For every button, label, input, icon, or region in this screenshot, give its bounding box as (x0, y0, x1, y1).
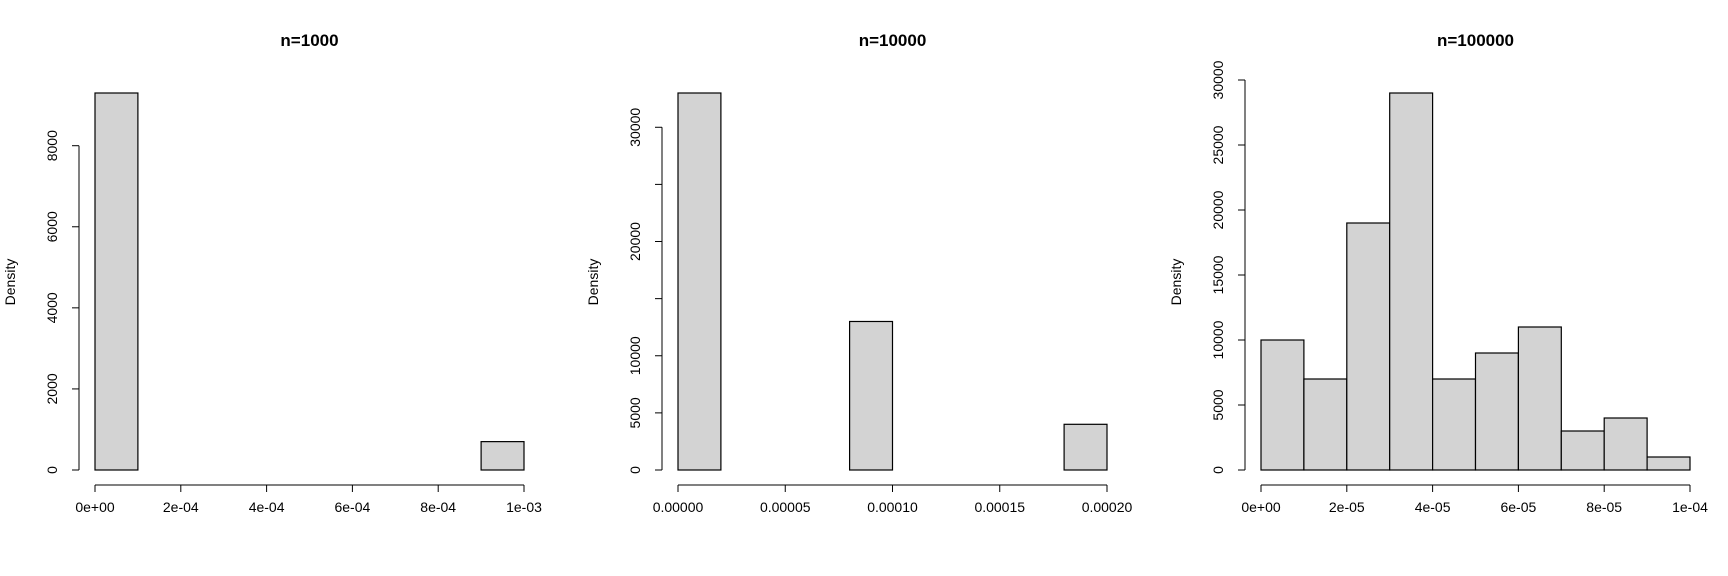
histogram-bar (1646, 456, 1691, 471)
y-axis: 0 5000 10000 15000 20000 25000 30000 (1210, 60, 1246, 474)
x-tick-label: 1e-03 (506, 499, 542, 515)
x-tick-label: 2e-04 (163, 499, 199, 515)
y-tick-label: 0 (44, 466, 60, 474)
y-tick-label: 8000 (44, 130, 60, 161)
y-tick-label: 10000 (627, 336, 643, 375)
x-tick-label: 0e+00 (1241, 499, 1281, 515)
histogram-bar (1389, 92, 1434, 471)
histogram-bar (1517, 326, 1562, 471)
y-tick-label: 25000 (1210, 125, 1226, 164)
y-tick-label: 5000 (627, 397, 643, 428)
y-tick-label: 30000 (1210, 60, 1226, 99)
x-tick-label: 2e-05 (1329, 499, 1365, 515)
bars (1260, 92, 1691, 471)
y-tick-label: 0 (627, 466, 643, 474)
histogram-bar (480, 441, 525, 471)
y-tick-label: 5000 (1210, 389, 1226, 420)
panel-n10000: n=10000 Density 0.00000 0.00005 0.00010 0.0… (585, 31, 1133, 515)
histogram-bar (1063, 423, 1108, 471)
y-tick-label: 15000 (1210, 255, 1226, 294)
x-tick-label: 8e-04 (420, 499, 456, 515)
y-tick-label: 20000 (1210, 190, 1226, 229)
x-tick-label: 0.00000 (653, 499, 704, 515)
x-tick-label: 4e-04 (249, 499, 285, 515)
y-tick-label: 10000 (1210, 320, 1226, 359)
x-tick-label: 1e-04 (1672, 499, 1708, 515)
y-axis: 0 2000 4000 6000 8000 (44, 130, 80, 474)
histogram-bar (1474, 352, 1520, 471)
y-tick-label: 30000 (627, 108, 643, 147)
histogram-bar (1431, 378, 1477, 471)
histogram-bar (848, 320, 894, 471)
x-tick-label: 0.00020 (1082, 499, 1133, 515)
panel-title: n=100000 (1437, 31, 1514, 50)
histogram-bar (1260, 339, 1305, 471)
x-tick-label: 0.00015 (974, 499, 1025, 515)
y-axis-label: Density (2, 259, 18, 306)
histogram-bar (1303, 378, 1348, 471)
y-axis-label: Density (1168, 259, 1184, 306)
panel-title: n=10000 (859, 31, 927, 50)
panel-n1000: n=1000 Density 0e+00 2e-04 4e-04 6e-04 8e-04… (2, 31, 542, 515)
y-axis: 0 5000 10000 20000 30000 (627, 108, 663, 474)
histogram-bar (94, 92, 139, 471)
y-tick-label: 20000 (627, 222, 643, 261)
histogram-bar (1560, 430, 1605, 471)
histogram-bar (1346, 222, 1391, 471)
y-tick-label: 2000 (44, 373, 60, 404)
histogram-bar (1603, 417, 1648, 471)
x-axis: 0.00000 0.00005 0.00010 0.00015 0.00020 (653, 484, 1133, 515)
x-tick-label: 0e+00 (75, 499, 115, 515)
bars (94, 92, 525, 471)
panel-n100000: n=100000 Density 0e+00 2e-05 4e-05 6e-05 8e-… (1168, 31, 1708, 515)
y-tick-label: 6000 (44, 211, 60, 242)
bars (677, 92, 1108, 471)
panel-title: n=1000 (280, 31, 338, 50)
x-tick-label: 8e-05 (1586, 499, 1622, 515)
x-axis: 0e+00 2e-04 4e-04 6e-04 8e-04 1e-03 (75, 484, 542, 515)
histogram-bar (677, 92, 722, 471)
y-tick-label: 4000 (44, 292, 60, 323)
y-axis-label: Density (585, 259, 601, 306)
x-tick-label: 4e-05 (1415, 499, 1451, 515)
x-tick-label: 6e-05 (1500, 499, 1536, 515)
x-tick-label: 0.00005 (760, 499, 811, 515)
x-axis: 0e+00 2e-05 4e-05 6e-05 8e-05 1e-04 (1241, 484, 1708, 515)
y-tick-label: 0 (1210, 466, 1226, 474)
x-tick-label: 0.00010 (867, 499, 918, 515)
x-tick-label: 6e-04 (334, 499, 370, 515)
